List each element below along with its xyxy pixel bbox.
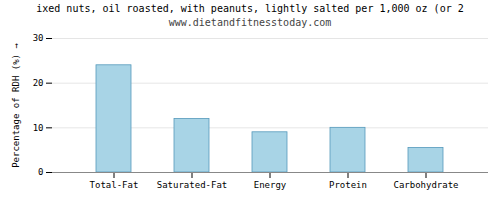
html-text:www.dietandfitnesstoday.com: www.dietandfitnesstoday.com bbox=[168, 17, 332, 28]
svg-text:20: 20 bbox=[33, 78, 44, 88]
svg-text:30: 30 bbox=[33, 33, 44, 43]
svg-text:Total-Fat: Total-Fat bbox=[90, 180, 139, 190]
svg-text:Carbohydrate: Carbohydrate bbox=[393, 180, 458, 190]
svg-text:10: 10 bbox=[33, 123, 44, 133]
svg-text:Percentage of RDH (%) →: Percentage of RDH (%) → bbox=[11, 43, 21, 168]
svg-text:Energy: Energy bbox=[254, 180, 287, 190]
svg-text:0: 0 bbox=[38, 167, 43, 177]
svg-text:Saturated-Fat: Saturated-Fat bbox=[157, 180, 227, 190]
html-text:ixed nuts, oil roasted, with p: ixed nuts, oil roasted, with peanuts, li… bbox=[36, 3, 464, 14]
svg-text:Protein: Protein bbox=[329, 180, 367, 190]
